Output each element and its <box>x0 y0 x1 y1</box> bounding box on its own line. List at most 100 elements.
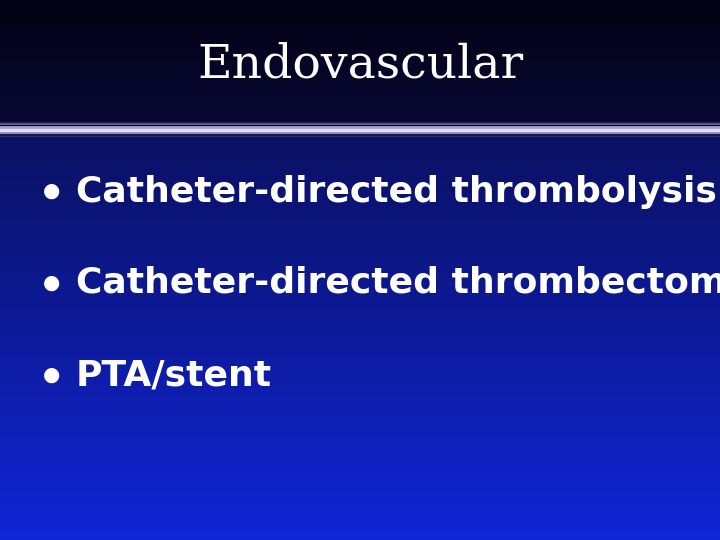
Bar <box>0 348 720 349</box>
Bar <box>0 41 720 42</box>
Bar <box>0 19 720 20</box>
Bar <box>0 336 720 337</box>
Bar <box>0 430 720 431</box>
Bar <box>0 257 720 258</box>
Bar <box>0 20 720 21</box>
Bar <box>0 63 720 64</box>
Bar <box>0 24 720 25</box>
Bar <box>0 109 720 110</box>
Bar <box>0 355 720 356</box>
Bar <box>0 368 720 369</box>
Bar <box>0 307 720 308</box>
Bar <box>0 332 720 333</box>
Bar <box>0 322 720 323</box>
Bar <box>0 416 720 417</box>
Bar <box>0 537 720 538</box>
Bar <box>0 255 720 256</box>
Bar <box>0 165 720 166</box>
Bar <box>0 71 720 72</box>
Bar <box>0 101 720 102</box>
Bar <box>0 90 720 91</box>
Bar <box>0 535 720 536</box>
Bar <box>0 187 720 188</box>
Bar <box>0 510 720 511</box>
Bar <box>0 94 720 95</box>
Bar <box>0 419 720 420</box>
Bar <box>0 212 720 213</box>
Bar <box>0 301 720 302</box>
Bar <box>0 262 720 263</box>
Bar <box>0 449 720 450</box>
Bar <box>0 318 720 319</box>
Bar <box>0 143 720 144</box>
Bar <box>0 213 720 214</box>
Bar <box>0 222 720 223</box>
Bar <box>0 329 720 330</box>
Bar <box>0 76 720 77</box>
Bar <box>0 106 720 107</box>
Bar <box>0 181 720 182</box>
Bar <box>0 125 720 126</box>
Bar <box>0 92 720 93</box>
Bar <box>0 265 720 266</box>
Bar <box>0 110 720 111</box>
Bar <box>0 485 720 487</box>
Bar <box>0 403 720 404</box>
Bar <box>0 306 720 307</box>
Bar <box>0 281 720 282</box>
Bar <box>0 476 720 477</box>
Bar <box>0 483 720 484</box>
Bar <box>0 321 720 322</box>
Bar <box>0 411 720 413</box>
Bar <box>0 239 720 240</box>
Bar <box>0 528 720 529</box>
Bar <box>0 261 720 262</box>
Bar <box>0 218 720 219</box>
Bar <box>0 64 720 65</box>
Bar <box>0 58 720 59</box>
Bar <box>0 32 720 33</box>
Bar <box>0 333 720 334</box>
Bar <box>0 27 720 28</box>
Bar <box>0 23 720 24</box>
Bar <box>0 351 720 352</box>
Bar <box>0 505 720 506</box>
Bar <box>0 429 720 430</box>
Bar <box>0 464 720 465</box>
Bar <box>0 284 720 285</box>
Bar <box>0 195 720 196</box>
Bar <box>0 142 720 143</box>
Bar <box>0 38 720 39</box>
Bar <box>0 533 720 534</box>
Bar <box>0 390 720 391</box>
Bar <box>0 256 720 257</box>
Bar <box>0 536 720 537</box>
Bar <box>0 511 720 512</box>
Bar <box>0 124 720 125</box>
Bar <box>0 179 720 180</box>
Bar <box>0 490 720 491</box>
Bar <box>0 253 720 254</box>
Bar <box>0 98 720 99</box>
Bar <box>0 121 720 122</box>
Bar <box>0 138 720 139</box>
Bar <box>0 475 720 476</box>
Bar <box>0 468 720 469</box>
Bar <box>0 399 720 400</box>
Bar <box>0 508 720 509</box>
Bar <box>0 188 720 189</box>
Bar <box>0 446 720 447</box>
Bar <box>0 113 720 114</box>
Bar <box>0 14 720 15</box>
Bar <box>0 516 720 517</box>
Bar <box>0 531 720 532</box>
Bar <box>0 132 720 133</box>
Bar <box>0 85 720 86</box>
Bar <box>0 1 720 2</box>
Bar <box>0 258 720 259</box>
Bar <box>0 186 720 187</box>
Bar <box>0 397 720 399</box>
Bar <box>0 538 720 539</box>
Bar <box>0 29 720 30</box>
Bar <box>0 417 720 418</box>
